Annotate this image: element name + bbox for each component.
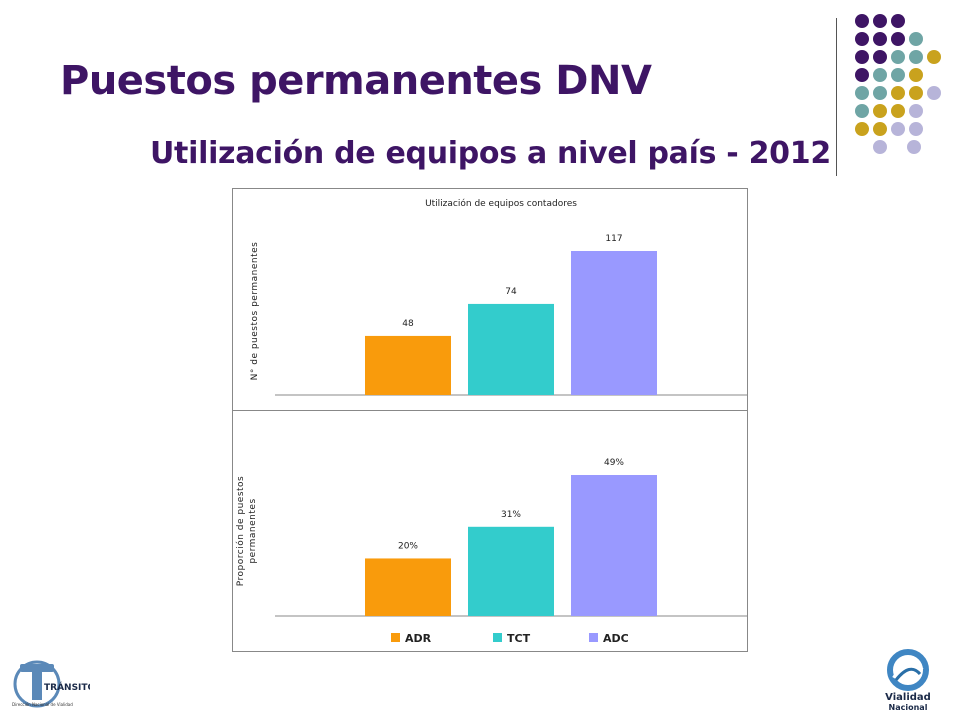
vialidad-logo: Vialidad Nacional bbox=[870, 648, 950, 714]
chart-title: Utilización de equipos contadores bbox=[425, 198, 577, 209]
y-axis-label: Proporción de puestos permanentes bbox=[235, 476, 258, 587]
data-label-tct: 31% bbox=[501, 510, 521, 520]
data-label-adr: 20% bbox=[398, 541, 418, 551]
decor-dot bbox=[909, 50, 923, 64]
bar-tct bbox=[468, 526, 554, 616]
legend-swatch-tct bbox=[493, 633, 502, 642]
decor-dot bbox=[891, 104, 905, 118]
vialidad-logo-mark: Vialidad Nacional bbox=[885, 649, 931, 712]
bar-adr bbox=[365, 335, 451, 395]
decor-dot bbox=[855, 122, 869, 136]
chart-proportion: Proporción de puestos permanentes 20% 31% 49… bbox=[232, 410, 748, 652]
decor-dot bbox=[891, 68, 905, 82]
chart-proportion-svg: Proporción de puestos permanentes 20% 31% 49… bbox=[235, 458, 747, 645]
decor-dot bbox=[873, 122, 887, 136]
decor-dot bbox=[891, 50, 905, 64]
decor-dot bbox=[927, 86, 941, 100]
decor-dot bbox=[891, 14, 905, 28]
y-axis-label: N° de puestos permanentes bbox=[250, 242, 260, 381]
decor-dot bbox=[909, 86, 923, 100]
decor-dot bbox=[891, 86, 905, 100]
decor-dot bbox=[855, 104, 869, 118]
decor-divider-line bbox=[836, 18, 837, 176]
transito-logo-text: TRÁNSITO bbox=[44, 681, 90, 693]
bar-adc bbox=[571, 251, 657, 395]
bar-tct bbox=[468, 303, 554, 395]
decor-dot bbox=[909, 68, 923, 82]
slide-subtitle: Utilización de equipos a nivel país - 20… bbox=[150, 136, 831, 171]
data-label-adc: 49% bbox=[604, 458, 624, 468]
decor-dot bbox=[891, 122, 905, 136]
bar-adr bbox=[365, 558, 451, 616]
decor-dot bbox=[855, 50, 869, 64]
bar-adc bbox=[571, 475, 657, 616]
decor-dot bbox=[873, 140, 887, 154]
decor-dot bbox=[855, 68, 869, 82]
data-label-adr: 48 bbox=[402, 319, 414, 329]
decor-dot bbox=[909, 32, 923, 46]
decor-dot bbox=[873, 32, 887, 46]
data-label-adc: 117 bbox=[605, 234, 622, 244]
decor-dot bbox=[927, 50, 941, 64]
legend-label-adr: ADR bbox=[405, 632, 432, 645]
legend-label-tct: TCT bbox=[507, 632, 531, 645]
transito-logo: TRÁNSITO Dirección Nacional de Vialidad bbox=[10, 654, 96, 710]
chart-counters-svg: Utilización de equipos contadores N° de p… bbox=[250, 198, 747, 396]
vialidad-logo-line1: Vialidad bbox=[885, 692, 931, 703]
decor-dot bbox=[907, 140, 921, 154]
legend-swatch-adr bbox=[391, 633, 400, 642]
decor-dot bbox=[855, 86, 869, 100]
vialidad-logo-line2: Nacional bbox=[889, 703, 928, 712]
decor-dot bbox=[873, 14, 887, 28]
decor-dot bbox=[855, 32, 869, 46]
decor-dot bbox=[873, 86, 887, 100]
decor-dot bbox=[909, 104, 923, 118]
chart-counters: Utilización de equipos contadores N° de p… bbox=[232, 188, 748, 428]
decor-dot bbox=[873, 104, 887, 118]
decor-dot bbox=[891, 32, 905, 46]
data-label-tct: 74 bbox=[505, 287, 517, 297]
slide-title: Puestos permanentes DNV bbox=[60, 58, 652, 104]
decor-dot bbox=[855, 14, 869, 28]
decor-dot bbox=[873, 68, 887, 82]
decor-dot-grid bbox=[855, 14, 941, 154]
legend-label-adc: ADC bbox=[603, 632, 629, 645]
decor-dot bbox=[909, 122, 923, 136]
transito-logo-small-text: Dirección Nacional de Vialidad bbox=[12, 702, 73, 707]
decor-dot bbox=[873, 50, 887, 64]
legend-swatch-adc bbox=[589, 633, 598, 642]
transito-logo-mark: TRÁNSITO Dirección Nacional de Vialidad bbox=[12, 660, 96, 708]
